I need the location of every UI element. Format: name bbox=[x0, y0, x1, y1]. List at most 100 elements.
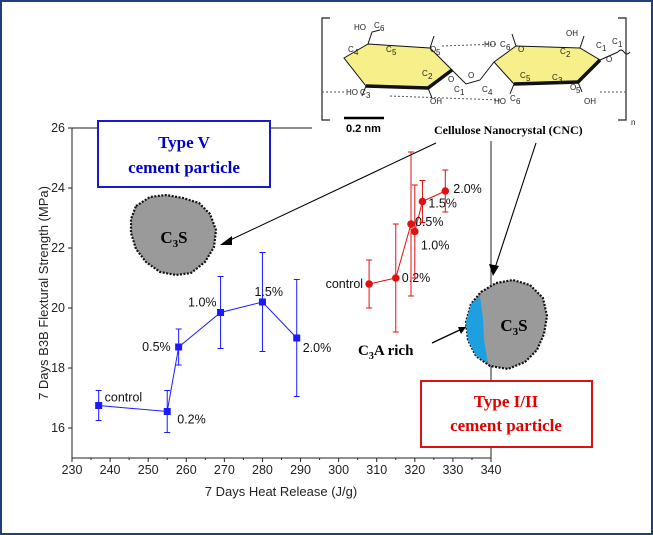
type-v-particle: C3S bbox=[129, 193, 218, 277]
data-point bbox=[258, 298, 266, 306]
repeat-n-label: n bbox=[631, 118, 635, 127]
atom-label: C bbox=[360, 88, 366, 97]
arrow-to-type-v-head bbox=[220, 236, 232, 245]
data-label: 1.5% bbox=[428, 197, 457, 211]
data-point bbox=[175, 343, 183, 351]
right-bracket bbox=[618, 17, 627, 121]
y-tick-label: 16 bbox=[51, 421, 65, 435]
atom-label: C bbox=[374, 21, 380, 30]
arrow-to-type-i-ii-head bbox=[489, 264, 499, 276]
data-point bbox=[293, 334, 301, 342]
data-label: 2.0% bbox=[303, 341, 332, 355]
cnc-arrows bbox=[220, 142, 537, 276]
atom-label: 6 bbox=[380, 24, 385, 33]
data-point bbox=[411, 227, 419, 236]
y-axis-label: 7 Days B3B Flextural Strength (MPa) bbox=[36, 186, 51, 400]
data-point bbox=[365, 280, 373, 288]
data-point bbox=[407, 220, 415, 228]
data-label: control bbox=[105, 391, 143, 405]
atom-label: C bbox=[348, 45, 354, 54]
type-v-particle-shape bbox=[129, 193, 218, 277]
atom-label: 2 bbox=[566, 50, 571, 59]
atom-label: O bbox=[606, 55, 612, 64]
x-tick-label: 270 bbox=[214, 463, 235, 477]
atom-label: 6 bbox=[516, 97, 521, 106]
atom-label: C bbox=[386, 45, 392, 54]
type-i-ii-subtitle: cement particle bbox=[450, 416, 562, 435]
data-label: 0.5% bbox=[142, 340, 171, 354]
atom-label: OH bbox=[584, 97, 596, 106]
atom-label: 5 bbox=[436, 48, 441, 57]
type-v-subtitle: cement particle bbox=[128, 158, 240, 177]
series-line bbox=[368, 190, 446, 285]
x-tick-label: 260 bbox=[176, 463, 197, 477]
atom-label: 5 bbox=[392, 48, 397, 57]
hydrogen-bond-top bbox=[441, 43, 499, 47]
atom-label: OH bbox=[566, 29, 578, 38]
x-axis-ticks: 230 240 250 260 270 280 290 300 310 320 330 340 bbox=[62, 458, 502, 477]
x-tick-label: 250 bbox=[138, 463, 159, 477]
atom-label: 3 bbox=[558, 76, 563, 85]
atom-labels: HO C 6 C 4 C 5 O 5 HO C 3 C 2 OH O C 1 O… bbox=[346, 21, 623, 106]
y-tick-label: 24 bbox=[51, 181, 65, 195]
c3a-rich-region bbox=[466, 296, 488, 363]
scale-bar-label: 0.2 nm bbox=[346, 123, 381, 135]
atom-label: 4 bbox=[354, 48, 359, 57]
data-point bbox=[441, 187, 450, 195]
atom-label: 1 bbox=[618, 40, 623, 49]
arrow-to-type-i-ii bbox=[494, 142, 537, 269]
data-point bbox=[391, 274, 400, 282]
x-tick-label: 330 bbox=[442, 463, 463, 477]
type-i-ii-particle-shape bbox=[464, 278, 549, 371]
atom-label: 1 bbox=[460, 88, 465, 97]
atom-label: C bbox=[454, 85, 460, 94]
substituent-bonds bbox=[361, 29, 619, 99]
x-tick-label: 340 bbox=[481, 463, 502, 477]
x-tick-label: 290 bbox=[290, 463, 311, 477]
atom-label: C bbox=[422, 69, 428, 78]
atom-label: 1 bbox=[602, 44, 607, 53]
atom-label: O bbox=[430, 45, 436, 54]
type-v-box: Type V cement particle bbox=[97, 120, 271, 188]
atom-label: O bbox=[448, 75, 454, 84]
series-type-i-ii: control 0.2%0.5%1.0%1.5%2.0% bbox=[326, 151, 482, 333]
data-label: control bbox=[326, 277, 364, 291]
atom-label: 5 bbox=[576, 86, 581, 95]
data-label: 1.0% bbox=[188, 296, 217, 310]
type-i-ii-particle: C3S C3A rich bbox=[358, 278, 549, 371]
y-tick-label: 18 bbox=[51, 361, 65, 375]
type-v-box-border bbox=[97, 120, 271, 188]
atom-label: C bbox=[596, 41, 602, 50]
x-tick-label: 230 bbox=[62, 463, 83, 477]
atom-label: 6 bbox=[506, 43, 511, 52]
type-i-ii-c3s-label: C3S bbox=[500, 316, 527, 338]
x-tick-label: 300 bbox=[328, 463, 349, 477]
c3a-arrowhead bbox=[458, 327, 466, 334]
y-tick-label: 26 bbox=[51, 121, 65, 135]
y-tick-label: 22 bbox=[51, 241, 65, 255]
atom-label: C bbox=[482, 85, 488, 94]
data-label: 2.0% bbox=[453, 182, 482, 196]
atom-label: C bbox=[552, 73, 558, 82]
arrow-to-type-v bbox=[225, 142, 437, 243]
x-tick-label: 310 bbox=[366, 463, 387, 477]
x-axis-label: 7 Days Heat Release (J/g) bbox=[205, 484, 357, 499]
atom-label: 5 bbox=[526, 74, 531, 83]
data-point bbox=[95, 402, 103, 409]
atom-label: HO bbox=[354, 23, 366, 32]
cnc-structure-inset: n HO C 6 C 4 C 5 O 5 HO C 3 C bbox=[312, 10, 635, 141]
type-i-ii-box-border bbox=[420, 380, 593, 448]
glycosidic-bridge bbox=[451, 61, 495, 85]
x-tick-label: 240 bbox=[100, 463, 121, 477]
series-type-v: control 0.2% 0.5% 1.0% 1.5% 2.0% bbox=[95, 252, 332, 433]
atom-label: 3 bbox=[366, 91, 371, 100]
atom-label: HO bbox=[346, 88, 358, 97]
data-point bbox=[217, 309, 225, 316]
atom-label: C bbox=[560, 47, 566, 56]
atom-label: 4 bbox=[488, 88, 493, 97]
atom-label: HO bbox=[494, 97, 506, 106]
data-label: 1.0% bbox=[421, 239, 450, 253]
y-tick-label: 20 bbox=[51, 301, 65, 315]
data-label: 0.2% bbox=[177, 413, 206, 427]
